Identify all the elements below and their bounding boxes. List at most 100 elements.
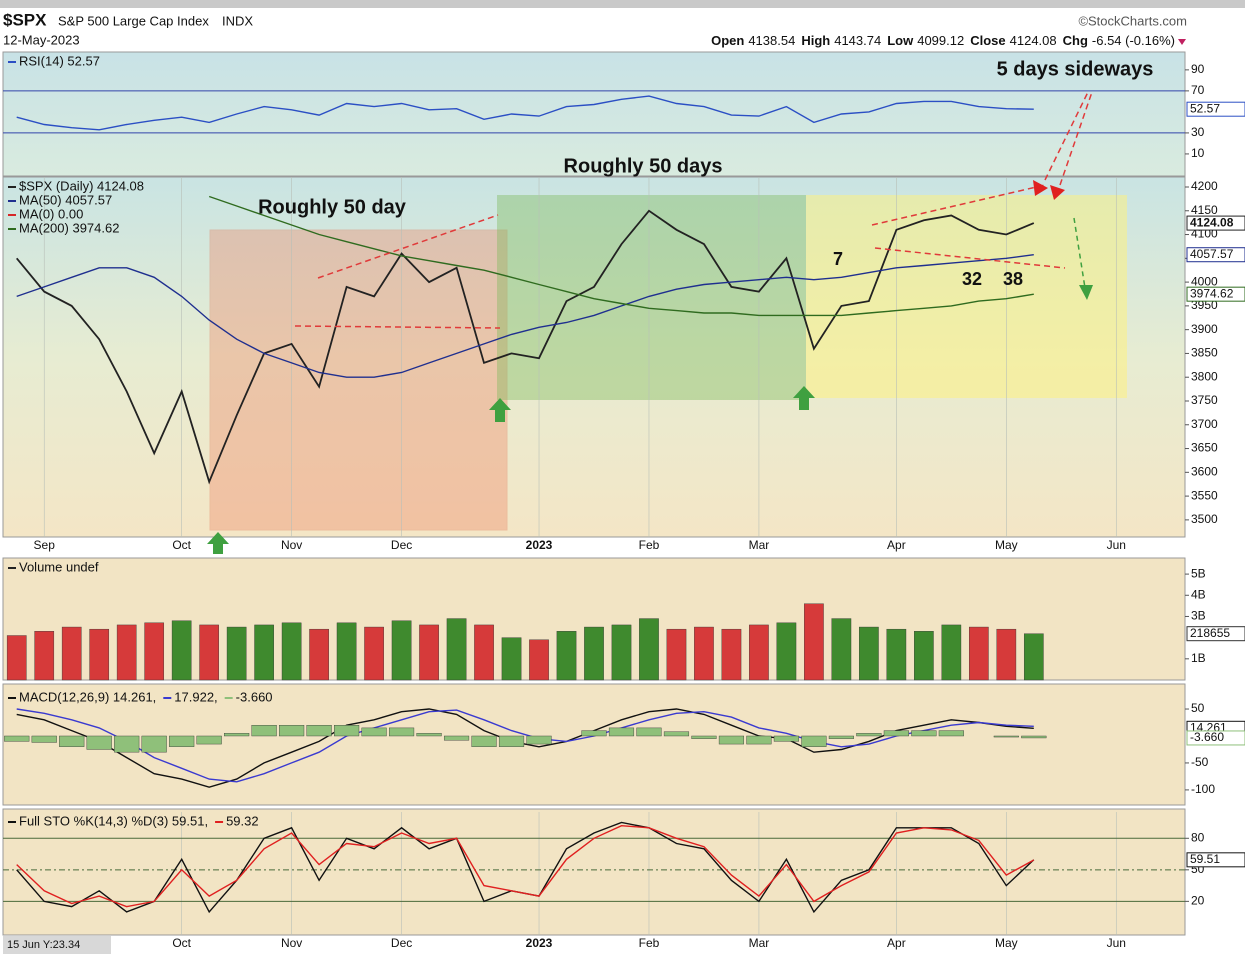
bar: [474, 624, 494, 681]
x-tick-label: 2023: [526, 936, 553, 950]
annotation: 5 days sideways: [997, 58, 1154, 80]
bar: [361, 727, 387, 737]
bar: [498, 735, 525, 747]
bar: [446, 618, 467, 681]
sto-panel: [2, 808, 1186, 936]
y-tick-label: 50: [1191, 701, 1205, 715]
bar: [666, 628, 687, 681]
x-tick-label: Apr: [887, 538, 906, 552]
value-tag-box: [1186, 626, 1245, 642]
y-tick-label: 70: [1191, 83, 1205, 97]
bar: [171, 620, 192, 681]
bar: [141, 735, 167, 753]
legend-entry: -3.660: [236, 689, 273, 704]
quote-value: 4124.08: [1010, 33, 1057, 48]
legend-entry: RSI(14) 52.57: [19, 53, 100, 68]
y-tick-label: -100: [1191, 782, 1215, 796]
bar: [34, 631, 55, 681]
bar: [828, 735, 854, 739]
index-name: S&P 500 Large Cap Index: [58, 13, 209, 28]
bar: [993, 735, 1019, 738]
bar: [691, 735, 717, 739]
bar: [364, 626, 384, 681]
bar: [718, 735, 745, 745]
y-tick-label: 3900: [1191, 322, 1218, 336]
quote-value: -6.54 (-0.16%): [1092, 33, 1175, 48]
arrow-head: [1079, 285, 1093, 300]
bar: [116, 624, 137, 681]
annotation: 38: [1003, 269, 1023, 289]
bar: [938, 730, 964, 737]
bar: [144, 622, 165, 681]
up-arrows: [207, 386, 815, 554]
annotation: 7: [833, 249, 843, 269]
y-tick-label: 3550: [1191, 488, 1218, 502]
bar: [471, 735, 497, 747]
x-tick-label: 2023: [526, 538, 553, 552]
annotation: Roughly 50 day: [258, 196, 407, 218]
x-tick-label: May: [995, 538, 1018, 552]
bar: [996, 628, 1017, 681]
bar: [914, 631, 934, 681]
quote-label: Chg: [1063, 33, 1088, 48]
value-tag: 4057.57: [1190, 247, 1234, 261]
quote-value: 4138.54: [748, 33, 795, 48]
bar: [86, 735, 112, 750]
value-tag-box: [1186, 730, 1245, 746]
x-tick-label: Feb: [639, 538, 660, 552]
bar: [941, 624, 962, 681]
source: ©StockCharts.com: [1078, 13, 1187, 28]
bar: [831, 618, 852, 681]
y-tick-label: 4200: [1191, 179, 1218, 193]
y-tick-label: 20: [1191, 894, 1205, 908]
y-tick-label: -50: [1191, 755, 1209, 769]
x-tick-label: Mar: [749, 538, 770, 552]
value-tag: 3974.62: [1190, 286, 1234, 300]
quote-label: Open: [711, 33, 744, 48]
value-tag-box: [1186, 852, 1245, 868]
quote-value: 4099.12: [917, 33, 964, 48]
bar: [1021, 735, 1047, 739]
bar: [6, 635, 27, 681]
x-tick-label: Apr: [887, 936, 906, 950]
bar: [251, 725, 277, 737]
bar: [886, 628, 907, 681]
bar: [501, 637, 522, 681]
value-tag-box: [1186, 247, 1245, 263]
bar: [529, 639, 549, 681]
x-tick-label: May: [995, 936, 1018, 950]
legend-entry: MA(50) 4057.57: [19, 192, 112, 207]
bar: [309, 628, 329, 681]
y-tick-label: 3650: [1191, 441, 1218, 455]
y-tick-label: 3850: [1191, 346, 1218, 360]
bar: [911, 730, 937, 737]
quote-value: 4143.74: [834, 33, 881, 48]
quote-label: High: [801, 33, 830, 48]
y-tick-label: 90: [1191, 62, 1205, 76]
y-tick-label: 3600: [1191, 464, 1218, 478]
bar: [746, 735, 772, 745]
bar: [443, 735, 470, 741]
exchange: INDX: [222, 13, 253, 28]
y-tick-label: 4150: [1191, 203, 1218, 217]
symbol: $SPX: [3, 10, 47, 29]
bar: [611, 624, 632, 681]
bar: [608, 727, 635, 737]
series-line: [16, 209, 1035, 485]
series-line: [16, 254, 1034, 378]
bar: [199, 624, 219, 681]
value-tag-box: [1186, 215, 1245, 231]
x-tick-label: Oct: [172, 936, 191, 950]
bar: [416, 733, 442, 737]
bar: [389, 727, 415, 737]
bar: [581, 730, 607, 737]
legend-entry: MA(0) 0.00: [19, 206, 83, 221]
marker: [1033, 180, 1048, 196]
quote-label: Close: [970, 33, 1005, 48]
bar: [336, 622, 357, 681]
date: 12-May-2023: [3, 32, 80, 47]
bar: [224, 733, 250, 737]
series-line: [16, 824, 1035, 908]
value-tag: -3.660: [1190, 730, 1224, 744]
trendlines: [294, 91, 1093, 329]
